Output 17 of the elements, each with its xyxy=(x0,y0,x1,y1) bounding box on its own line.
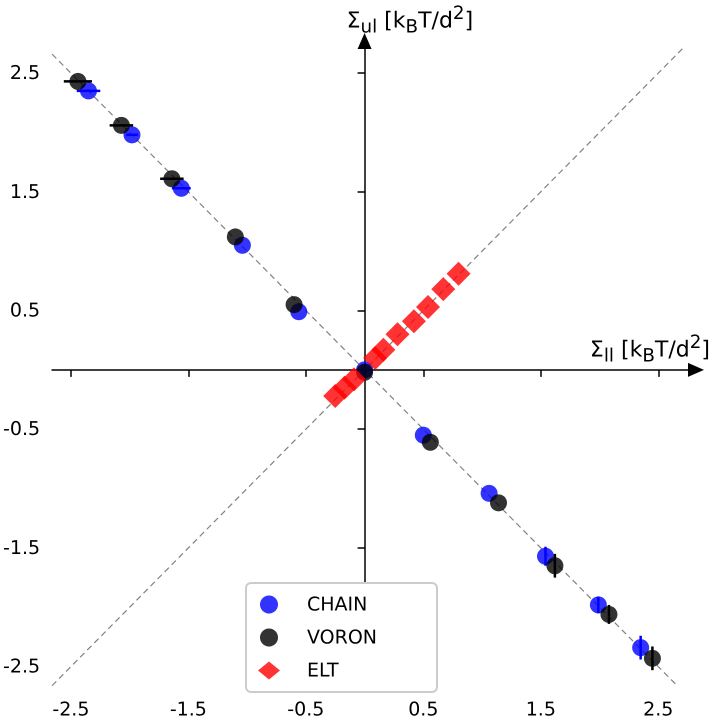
y-tick-label: 1.5 xyxy=(10,180,40,203)
y-tick-label: -2.5 xyxy=(2,656,40,678)
legend-label: ELT xyxy=(307,660,339,682)
y-tick-label: -0.5 xyxy=(2,418,40,440)
y-tick-label: 2.5 xyxy=(10,62,40,84)
y-axis-title: Σ$_{ul}$ [k$_{B}$T/d$^{2}$] xyxy=(346,2,474,40)
x-tick-label: -2.5 xyxy=(52,698,90,719)
x-tick-label: -1.5 xyxy=(170,698,207,719)
x-tick-label: 1.5 xyxy=(526,698,556,719)
y-tick-label: 0.5 xyxy=(10,300,40,322)
x-tick-label: 2.5 xyxy=(643,698,674,719)
legend-label: CHAIN xyxy=(307,594,368,616)
x-tick-label: 0.5 xyxy=(408,698,438,719)
y-tick-label: -1.5 xyxy=(2,536,40,559)
x-axis-title: Σ$_{ll}$ [k$_{B}$T/d$^{2}$] xyxy=(590,330,710,369)
x-tick-label: -0.5 xyxy=(287,698,324,719)
legend-label: VORON xyxy=(307,626,377,648)
